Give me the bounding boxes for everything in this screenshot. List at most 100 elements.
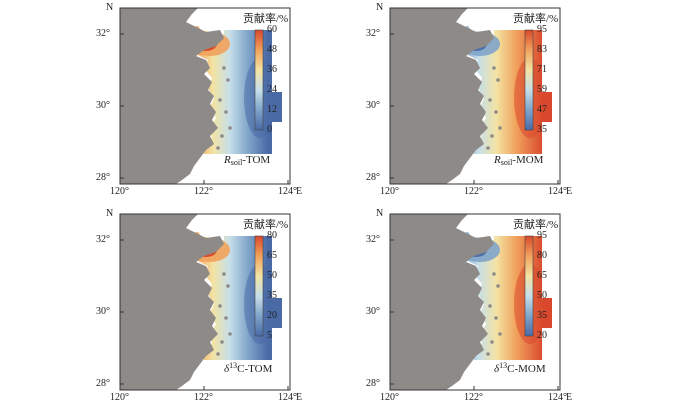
lat-label: 30° (96, 100, 110, 111)
lat-label: 28° (366, 172, 380, 183)
north-label: N (106, 2, 114, 13)
lat-label: 30° (366, 306, 380, 317)
island (468, 250, 480, 254)
colorbar-tick-label: 5 (267, 330, 272, 341)
small-island (486, 146, 490, 150)
small-island (488, 304, 492, 308)
lat-label: 32° (366, 28, 380, 39)
small-island (496, 78, 500, 82)
small-island (228, 126, 232, 130)
panel-label-suffix: C-TOM (237, 363, 273, 375)
map-frame (119, 7, 291, 185)
colorbar-tick-label: 95 (537, 230, 547, 241)
east-label: E (566, 392, 573, 403)
small-island (216, 352, 220, 356)
colorbar-tick-label: 35 (267, 290, 277, 301)
colorbar-tick-label: 0 (267, 124, 272, 135)
colorbar-tick-label: 12 (267, 104, 277, 115)
panel-label-suffix: C-MOM (507, 363, 546, 375)
small-island (222, 272, 226, 276)
colorbar-tick-label: 71 (537, 64, 547, 75)
map-frame (389, 7, 561, 185)
colorbar-tick-label: 50 (267, 270, 277, 281)
colorbar-tick-label: 95 (537, 24, 547, 35)
lat-label: 32° (96, 234, 110, 245)
panel-label: Rsoil-MOM (494, 154, 543, 169)
map-panel-rsoil-mom: 贡献率/% 95 83 71 59 47 35 32° 30° 28° 120° 122° 124° N E… (355, 0, 695, 200)
north-label: N (376, 2, 384, 13)
small-island (492, 66, 496, 70)
panel-label-suffix: -TOM (242, 154, 271, 166)
small-island (224, 110, 228, 114)
map-frame (119, 213, 291, 391)
lon-label: 124° (278, 186, 297, 197)
panel-label-subscript: soil (500, 158, 513, 167)
small-island (488, 98, 492, 102)
colorbar-tick-label: 35 (537, 310, 547, 321)
colorbar-title: 贡献率/% (243, 13, 289, 25)
north-label: N (376, 208, 384, 219)
panel-label: Rsoil-TOM (224, 154, 270, 169)
island (198, 250, 210, 254)
colorbar (524, 235, 534, 337)
panel-label-subscript: soil (230, 158, 243, 167)
east-label: E (296, 392, 303, 403)
small-island (494, 316, 498, 320)
colorbar-tick-label: 47 (537, 104, 547, 115)
small-island (490, 134, 494, 138)
lat-label: 28° (96, 172, 110, 183)
colorbar-tick-label: 65 (267, 250, 277, 261)
map-panel-d13c-mom: 贡献率/% 95 80 65 50 35 20 32° 30° 28° 120° 122° 124° N E… (355, 206, 695, 406)
lon-label: 120° (380, 392, 399, 403)
colorbar (254, 29, 264, 131)
island (206, 239, 220, 246)
lat-label: 30° (366, 100, 380, 111)
island (206, 33, 220, 40)
small-island (220, 134, 224, 138)
colorbar (254, 235, 264, 337)
lat-label: 30° (96, 306, 110, 317)
lat-label: 32° (366, 234, 380, 245)
panel-label-prefix: R (494, 154, 501, 166)
lon-label: 124° (278, 392, 297, 403)
small-island (218, 304, 222, 308)
colorbar-tick-label: 36 (267, 64, 277, 75)
colorbar-tick-label: 50 (537, 290, 547, 301)
lat-label: 32° (96, 28, 110, 39)
north-label: N (106, 208, 114, 219)
map-frame (389, 213, 561, 391)
land-mass (120, 8, 224, 184)
lon-label: 122° (464, 186, 483, 197)
lat-label: 28° (96, 378, 110, 389)
map-panel-rsoil-tom: 贡献率/% 60 48 36 24 12 0 32° 30° 28° 120° 122° 124° N E R… (85, 0, 425, 200)
colorbar-title: 贡献率/% (513, 219, 559, 231)
small-island (498, 126, 502, 130)
small-island (492, 272, 496, 276)
small-island (224, 316, 228, 320)
colorbar-tick-label: 20 (267, 310, 277, 321)
small-island (226, 78, 230, 82)
small-island (216, 146, 220, 150)
small-island (494, 110, 498, 114)
small-island (486, 352, 490, 356)
lon-label: 124° (548, 392, 567, 403)
panel-label-superscript: 13 (229, 361, 238, 370)
lon-label: 120° (380, 186, 399, 197)
small-island (498, 332, 502, 336)
lon-label: 122° (464, 392, 483, 403)
island (198, 44, 210, 48)
small-island (222, 66, 226, 70)
colorbar-tick-label: 20 (537, 330, 547, 341)
land-mass (390, 8, 494, 184)
lat-label: 28° (366, 378, 380, 389)
east-label: E (296, 186, 303, 197)
panel-label-prefix: δ (224, 363, 230, 375)
colorbar-tick-label: 35 (537, 124, 547, 135)
island (476, 239, 490, 246)
small-island (496, 284, 500, 288)
small-island (228, 332, 232, 336)
small-island (226, 284, 230, 288)
panel-label-prefix: R (224, 154, 231, 166)
panel-label-prefix: δ (494, 363, 500, 375)
small-island (490, 340, 494, 344)
